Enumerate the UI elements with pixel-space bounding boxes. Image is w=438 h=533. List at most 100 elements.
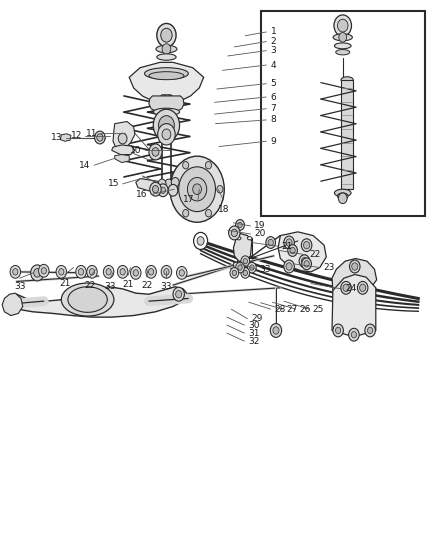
Circle shape — [286, 239, 292, 246]
Text: 11: 11 — [86, 129, 97, 138]
Polygon shape — [115, 155, 129, 163]
Circle shape — [177, 266, 187, 279]
Circle shape — [338, 19, 348, 32]
Ellipse shape — [335, 43, 351, 49]
Circle shape — [268, 239, 273, 246]
Ellipse shape — [338, 193, 348, 199]
Polygon shape — [112, 145, 135, 155]
Circle shape — [176, 290, 182, 298]
Text: 4: 4 — [271, 61, 276, 69]
Circle shape — [299, 255, 310, 268]
Circle shape — [284, 260, 294, 273]
Text: 27: 27 — [286, 305, 297, 313]
Circle shape — [158, 179, 166, 189]
Text: 30: 30 — [248, 321, 259, 329]
Circle shape — [205, 161, 212, 169]
Polygon shape — [332, 274, 376, 337]
Circle shape — [34, 269, 41, 277]
Circle shape — [343, 284, 349, 292]
Polygon shape — [129, 62, 204, 101]
Circle shape — [89, 269, 95, 275]
Ellipse shape — [61, 283, 114, 316]
Circle shape — [301, 239, 312, 252]
Ellipse shape — [237, 237, 241, 240]
Ellipse shape — [341, 77, 353, 83]
Circle shape — [197, 237, 204, 245]
Circle shape — [152, 148, 159, 156]
Ellipse shape — [247, 237, 252, 240]
Text: 33: 33 — [160, 282, 171, 291]
Text: 12: 12 — [71, 132, 82, 140]
Circle shape — [236, 262, 244, 273]
Circle shape — [160, 187, 166, 193]
Circle shape — [173, 287, 184, 301]
Circle shape — [288, 245, 297, 256]
Polygon shape — [2, 293, 23, 316]
Circle shape — [238, 222, 242, 228]
Text: 6: 6 — [271, 93, 276, 101]
Circle shape — [148, 269, 154, 275]
Text: 33: 33 — [260, 265, 271, 273]
Circle shape — [351, 332, 357, 338]
Text: 26: 26 — [299, 305, 311, 313]
Circle shape — [13, 269, 18, 275]
Text: 9: 9 — [271, 137, 276, 146]
Circle shape — [334, 15, 351, 36]
Circle shape — [78, 269, 84, 275]
Bar — [341, 80, 353, 189]
Circle shape — [171, 185, 177, 193]
Text: 24: 24 — [345, 285, 357, 293]
Circle shape — [170, 156, 224, 222]
Circle shape — [243, 259, 247, 264]
Text: 21: 21 — [122, 280, 134, 288]
Text: 2: 2 — [271, 37, 276, 46]
Ellipse shape — [149, 72, 184, 80]
Circle shape — [360, 284, 366, 292]
Text: 22: 22 — [309, 251, 321, 259]
Circle shape — [118, 133, 127, 144]
Text: 33: 33 — [105, 282, 116, 291]
Circle shape — [367, 327, 373, 334]
Bar — [261, 11, 425, 216]
Circle shape — [230, 268, 239, 278]
Circle shape — [31, 265, 44, 281]
Circle shape — [39, 264, 49, 277]
Circle shape — [365, 324, 375, 337]
Text: 33: 33 — [14, 282, 25, 291]
Circle shape — [179, 167, 215, 212]
Circle shape — [247, 262, 256, 273]
Text: 28: 28 — [274, 305, 286, 313]
Ellipse shape — [68, 287, 107, 312]
Circle shape — [338, 193, 347, 204]
Text: 5: 5 — [271, 79, 276, 88]
Text: 18: 18 — [218, 205, 229, 214]
Circle shape — [171, 177, 179, 187]
Circle shape — [238, 265, 242, 270]
Circle shape — [229, 226, 240, 240]
Circle shape — [241, 268, 250, 278]
Polygon shape — [149, 96, 184, 113]
Circle shape — [339, 33, 347, 42]
Circle shape — [87, 265, 97, 278]
Circle shape — [150, 182, 161, 196]
Circle shape — [266, 237, 276, 248]
Circle shape — [59, 269, 64, 275]
Circle shape — [183, 161, 189, 169]
Circle shape — [97, 134, 103, 141]
Circle shape — [333, 324, 343, 337]
Circle shape — [304, 261, 309, 267]
Text: 3: 3 — [271, 46, 276, 55]
Circle shape — [158, 124, 175, 145]
Text: 14: 14 — [79, 161, 91, 169]
Polygon shape — [233, 262, 254, 268]
Circle shape — [10, 265, 21, 278]
Circle shape — [158, 184, 168, 197]
Circle shape — [164, 269, 169, 275]
Circle shape — [56, 265, 67, 278]
Text: 21: 21 — [282, 242, 293, 251]
Text: 17: 17 — [183, 196, 194, 204]
Circle shape — [341, 281, 351, 294]
Circle shape — [165, 179, 173, 189]
Circle shape — [217, 185, 223, 193]
Circle shape — [179, 270, 184, 276]
